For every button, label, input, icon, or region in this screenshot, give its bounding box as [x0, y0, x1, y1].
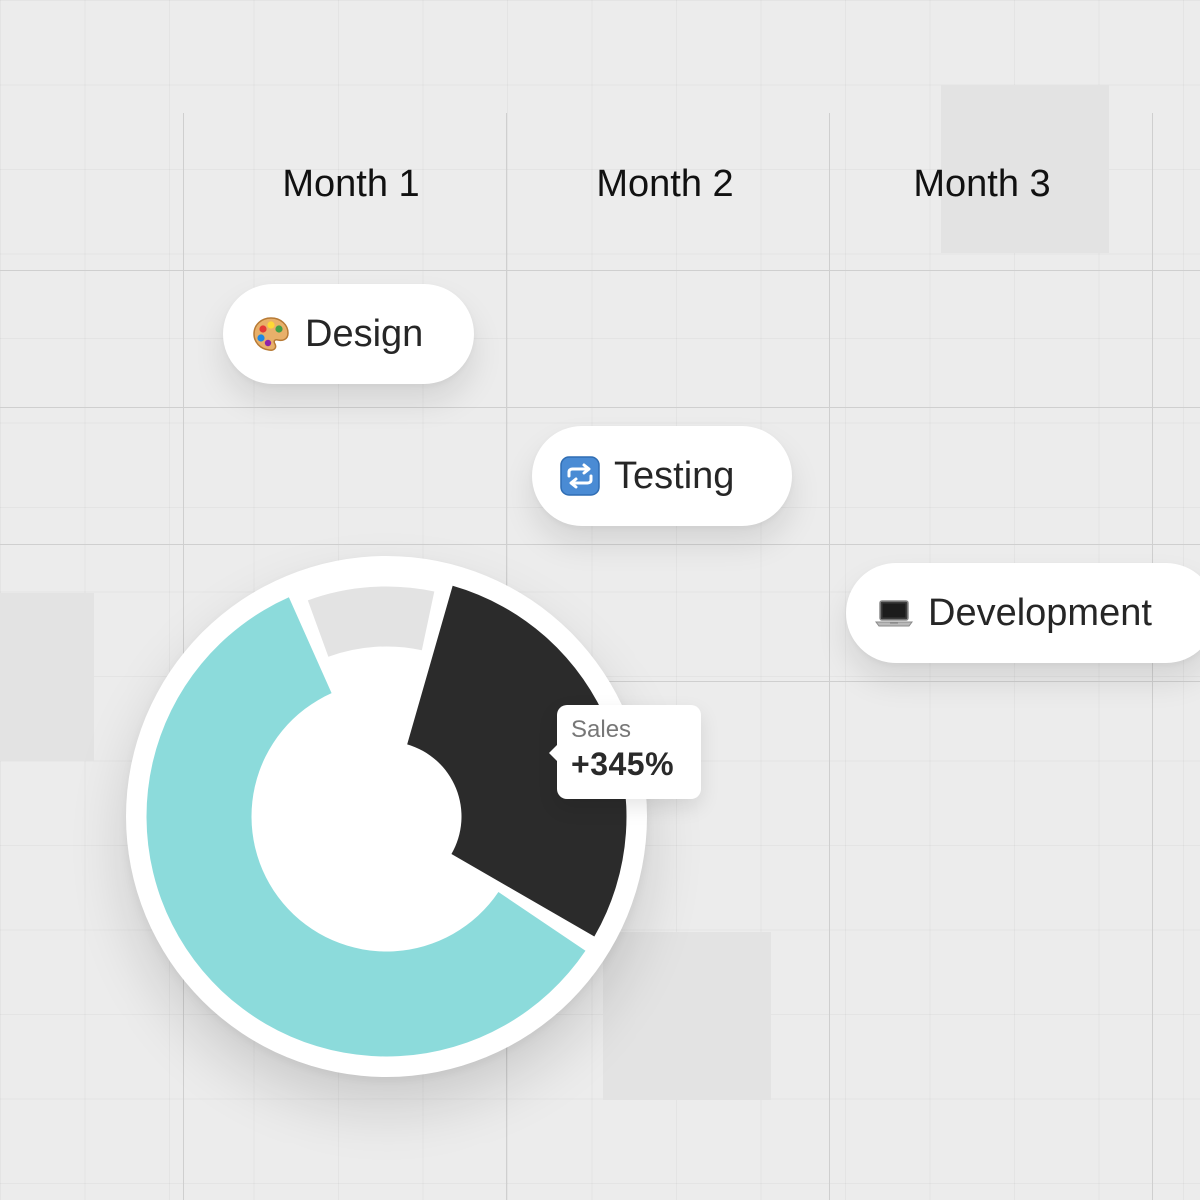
column-divider	[829, 113, 830, 1200]
background-tile	[603, 932, 771, 1100]
task-pill-design[interactable]: Design	[223, 284, 474, 384]
background-tile	[941, 85, 1109, 253]
tooltip-label: Sales	[571, 716, 632, 743]
donut-chart	[126, 556, 647, 1077]
row-divider	[0, 407, 1200, 408]
artist-palette-icon	[251, 314, 291, 354]
donut-segment-2[interactable]	[407, 585, 627, 937]
month-header-1: Month 1	[282, 163, 420, 205]
task-label-development: Development	[928, 592, 1152, 634]
background-tile	[0, 593, 94, 761]
month-header-2: Month 2	[596, 163, 734, 205]
row-divider	[0, 270, 1200, 271]
donut-segment-1[interactable]	[307, 586, 435, 657]
task-label-design: Design	[305, 313, 424, 355]
task-pill-development[interactable]: Development	[846, 563, 1200, 663]
tooltip-value: +345%	[571, 746, 675, 782]
task-pill-testing[interactable]: Testing	[532, 426, 792, 526]
sales-tooltip: Sales +345%	[549, 705, 701, 799]
donut-segment-3[interactable]	[146, 597, 586, 1057]
repeat-arrows-icon	[560, 456, 600, 496]
laptop-icon	[874, 593, 914, 633]
task-label-testing: Testing	[614, 455, 735, 497]
row-divider	[600, 681, 1200, 682]
month-header-3: Month 3	[913, 163, 1051, 205]
row-divider	[0, 544, 1200, 545]
donut-chart-svg	[146, 585, 627, 1057]
